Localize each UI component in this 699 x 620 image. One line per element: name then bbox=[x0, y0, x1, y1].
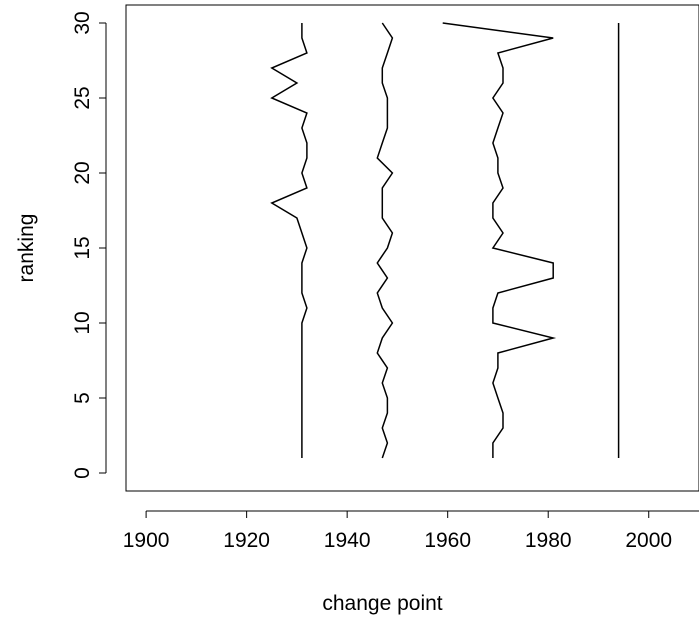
plot-frame bbox=[125, 4, 699, 492]
y-tick-label: 5 bbox=[71, 392, 94, 404]
y-tick-label: 30 bbox=[71, 11, 94, 34]
y-tick-label: 0 bbox=[71, 467, 94, 479]
x-tick-label: 1920 bbox=[223, 529, 270, 552]
y-axis-label: ranking bbox=[15, 214, 38, 283]
x-tick-label: 1960 bbox=[424, 529, 471, 552]
y-tick-label: 10 bbox=[71, 311, 94, 334]
series-layer bbox=[270, 22, 620, 459]
series-line-2 bbox=[376, 22, 394, 459]
series-line-1 bbox=[270, 23, 308, 458]
y-tick-label: 20 bbox=[71, 161, 94, 184]
series-line-3 bbox=[442, 22, 557, 458]
y-tick-label: 15 bbox=[71, 236, 94, 259]
y-axis: 0 5 10 15 20 25 30 bbox=[71, 11, 107, 479]
x-axis-label: change point bbox=[322, 592, 442, 615]
x-tick-label: 1900 bbox=[123, 529, 170, 552]
y-tick-label: 25 bbox=[71, 86, 94, 109]
x-tick-label: 2000 bbox=[625, 529, 672, 552]
x-axis: 1900 1920 1940 1960 1980 2000 bbox=[123, 510, 699, 552]
x-tick-label: 1940 bbox=[324, 529, 371, 552]
x-tick-label: 1980 bbox=[525, 529, 572, 552]
